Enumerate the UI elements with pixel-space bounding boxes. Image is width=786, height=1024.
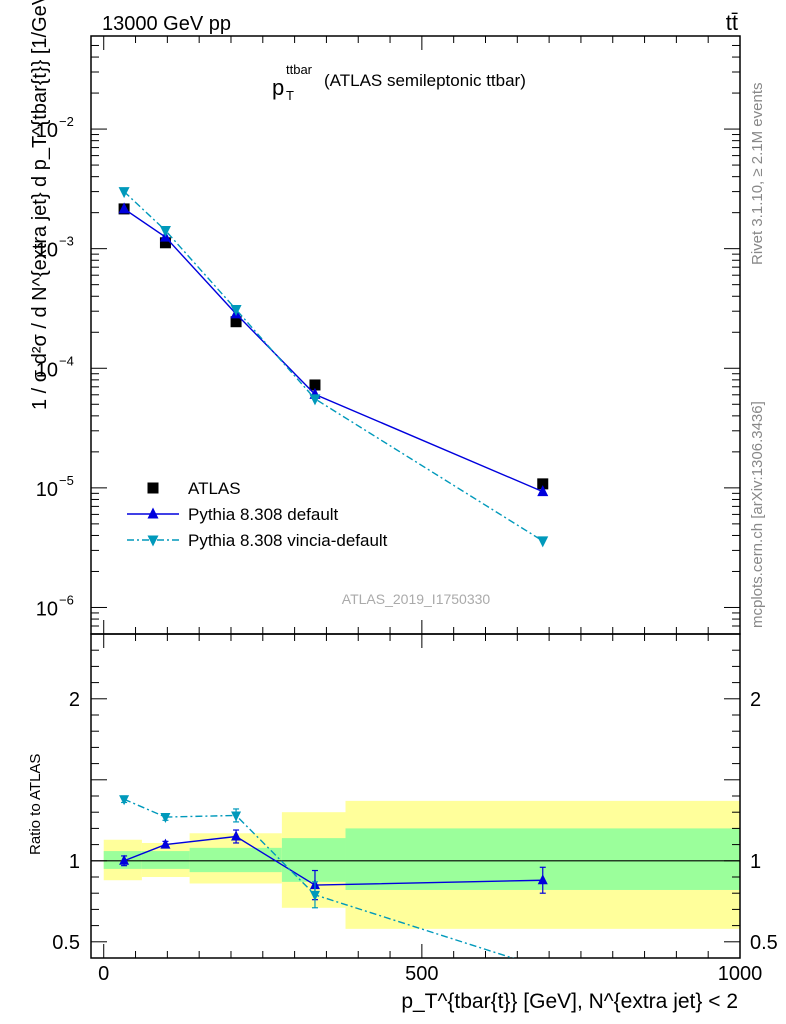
ratio-tick-label-right-0: 2 <box>750 689 761 711</box>
y-tick-label-base-4: 10 <box>36 598 58 620</box>
title-sub: T <box>286 88 294 103</box>
ratio-clipped-group <box>119 795 548 958</box>
main-point-1-0 <box>118 202 130 214</box>
ratio-point-1-2 <box>231 830 242 841</box>
y-tick-label-exp-1: −3 <box>59 234 74 249</box>
legend-label-1: Pythia 8.308 default <box>188 505 339 524</box>
main-point-2-1 <box>159 225 171 237</box>
ratio-point-2-3 <box>309 890 320 901</box>
stat-band-1 <box>141 851 190 869</box>
y-tick-label-base-0: 10 <box>36 120 58 142</box>
ratio-tick-label-left-2: 0.5 <box>52 932 80 954</box>
y-tick-label-base-3: 10 <box>36 479 58 501</box>
y-tick-label-exp-3: −5 <box>59 473 74 488</box>
x-tick-label-1000: 1000 <box>718 963 763 985</box>
x-axis-label: p_T^{tbar{t}} [GeV], N^{extra jet} < 2 <box>401 990 738 1013</box>
y-tick-label-exp-2: −4 <box>59 353 74 368</box>
y-axis-label: 1 / σ d²σ / d N^{extra jet} d p_T^{tbar{… <box>29 0 51 410</box>
main-point-2-4 <box>537 536 549 548</box>
main-point-2-3 <box>309 394 321 406</box>
y-tick-label-exp-0: −2 <box>59 114 74 129</box>
ratio-point-2-1 <box>160 813 171 824</box>
ratio-point-1-1 <box>160 838 171 849</box>
main-point-0-1 <box>159 237 171 249</box>
x-tick-label-500: 500 <box>405 963 438 985</box>
legend-label-0: ATLAS <box>188 479 241 498</box>
mcplots-label: mcplots.cern.ch [arXiv:1306.3436] <box>749 401 766 628</box>
ratio-point-1-0 <box>119 854 130 865</box>
ratio-y-axis-label: Ratio to ATLAS <box>27 754 44 855</box>
x-tick-label-0: 0 <box>98 963 109 985</box>
ratio-tick-label-right-2: 0.5 <box>750 932 778 954</box>
main-series <box>118 187 549 548</box>
ratio-point-1-4 <box>537 874 548 885</box>
process-label: tt̄ <box>726 10 738 35</box>
main-line-1 <box>123 208 544 493</box>
ratio-point-2-2 <box>231 811 242 822</box>
legend: ATLAS Pythia 8.308 default Pythia 8.308 vi… <box>127 479 388 550</box>
ratio-tick-label-left-0: 2 <box>69 689 80 711</box>
y-tick-label-exp-4: −6 <box>59 592 74 607</box>
energy-label: 13000 GeV pp <box>102 13 231 35</box>
legend-marker-2 <box>147 535 159 547</box>
title-sup: ttbar <box>286 62 313 77</box>
main-line-2 <box>123 191 544 542</box>
main-point-2-2 <box>230 305 242 317</box>
main-point-2-0 <box>118 187 130 199</box>
main-point-1-4 <box>537 485 549 497</box>
rivet-label: Rivet 3.1.10, ≥ 2.1M events <box>749 83 766 266</box>
title-main: p <box>272 75 284 100</box>
main-point-0-3 <box>309 379 321 391</box>
legend-marker-1 <box>147 507 159 519</box>
stat-band-2 <box>189 847 282 873</box>
legend-marker-0 <box>147 482 159 494</box>
ratio-point-2-0 <box>119 795 130 806</box>
ratio-tick-label-right-1: 1 <box>750 851 761 873</box>
ratio-series <box>119 795 548 958</box>
main-point-0-4 <box>537 478 549 490</box>
analysis-label: ATLAS_2019_I1750330 <box>342 591 491 607</box>
legend-label-2: Pythia 8.308 vincia-default <box>188 531 388 550</box>
y-tick-label-base-1: 10 <box>36 240 58 262</box>
y-tick-label-base-2: 10 <box>36 359 58 381</box>
stat-band-3 <box>281 838 346 882</box>
ratio-uncertainty-bands <box>103 800 740 929</box>
title-rest: (ATLAS semileptonic ttbar) <box>324 71 526 90</box>
main-point-0-2 <box>230 316 242 328</box>
ratio-tick-label-left-1: 1 <box>69 851 80 873</box>
